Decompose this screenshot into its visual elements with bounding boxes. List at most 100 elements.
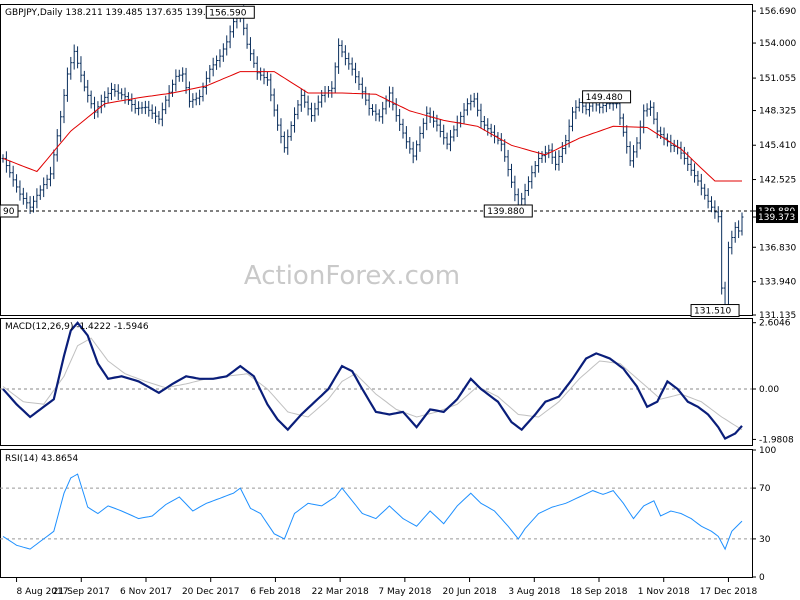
- price-bar: [265, 71, 269, 86]
- price-annotations: 156.590 149.480 139.880 131.510 90: [0, 5, 740, 318]
- price-bar: [248, 37, 252, 61]
- price-bar: [303, 89, 307, 108]
- price-bar: [245, 23, 249, 49]
- price-bar: [652, 102, 656, 125]
- price-bar: [130, 93, 134, 112]
- price-bar: [448, 129, 452, 152]
- price-bar: [157, 111, 161, 125]
- price-bar: [160, 102, 164, 127]
- price-bar: [357, 70, 361, 91]
- price-bar: [415, 140, 419, 161]
- price-bar: [513, 175, 517, 202]
- price-bar: [279, 118, 283, 144]
- price-bar: [703, 183, 707, 200]
- rsi-y-axis: 100 70 30 0: [752, 446, 776, 583]
- price-bar: [143, 100, 147, 115]
- price-bar: [62, 89, 66, 124]
- price-bar: [123, 87, 127, 104]
- price-bar: [116, 84, 120, 100]
- price-bar: [489, 123, 493, 138]
- price-bar: [262, 68, 266, 85]
- price-bar: [38, 185, 42, 200]
- price-tag-text: 139.373: [758, 213, 795, 223]
- rsi-level-lines: [0, 487, 752, 540]
- price-bar: [693, 163, 697, 183]
- price-bar: [42, 177, 46, 198]
- price-bar: [672, 139, 676, 152]
- price-bar: [137, 101, 141, 116]
- price-bar: [181, 67, 185, 82]
- price-bar: [543, 145, 547, 163]
- price-y-tick-label: 148.325: [759, 107, 796, 117]
- price-y-axis: 156.690 154.000 151.055 148.325 145.410 142.5…: [752, 7, 798, 321]
- macd-y-axis: 2.6046 0.00 -1.9808: [752, 319, 794, 445]
- price-bar: [276, 104, 280, 131]
- price-bar: [272, 88, 276, 117]
- price-bar: [252, 49, 256, 68]
- price-bar: [682, 146, 686, 165]
- price-bar: [445, 132, 449, 150]
- price-bar: [347, 52, 351, 70]
- price-bar: [191, 93, 195, 108]
- price-bar: [740, 212, 744, 236]
- annotation-text: 90: [3, 207, 15, 217]
- price-bar: [530, 165, 534, 189]
- price-bar: [48, 166, 52, 187]
- price-bar: [282, 131, 286, 153]
- price-bar: [632, 145, 636, 168]
- price-bar: [147, 100, 151, 117]
- price-bar: [232, 15, 236, 38]
- macd-signal-line: [2, 337, 743, 431]
- price-bar: [709, 196, 713, 213]
- price-bar: [228, 25, 232, 49]
- price-bar: [625, 125, 629, 154]
- price-bar: [737, 220, 741, 239]
- price-bar: [69, 56, 73, 80]
- macd-y-tick-label: -1.9808: [759, 435, 794, 445]
- price-bar: [150, 104, 154, 120]
- price-bar: [79, 56, 83, 83]
- rsi-panel: RSI(14) 43.8654 100 70 30 0: [0, 446, 776, 583]
- price-bar: [15, 174, 19, 193]
- price-bar: [299, 88, 303, 112]
- price-bar: [442, 124, 446, 145]
- price-bar: [398, 108, 402, 131]
- price-bar: [177, 69, 181, 82]
- x-tick-label: 21 Sep 2017: [53, 587, 110, 597]
- rsi-y-tick-label: 70: [759, 484, 771, 494]
- price-bar: [11, 165, 15, 187]
- price-bar: [574, 100, 578, 120]
- price-bar: [259, 67, 263, 81]
- x-tick-label: 1 Nov 2018: [638, 587, 690, 597]
- rsi-line: [2, 473, 743, 551]
- x-tick-label: 6 Nov 2017: [120, 587, 172, 597]
- price-bar: [713, 200, 717, 219]
- price-bar: [4, 151, 8, 173]
- price-bars: [1, 5, 744, 317]
- price-bar: [696, 170, 700, 186]
- price-bar: [367, 93, 371, 116]
- price-bar: [225, 35, 229, 56]
- price-bar: [65, 67, 69, 102]
- price-bar: [648, 100, 652, 116]
- price-bar: [506, 149, 510, 177]
- price-bar: [126, 92, 130, 105]
- price-bar: [296, 100, 300, 120]
- price-bar: [133, 99, 137, 114]
- price-bar: [170, 79, 174, 97]
- price-bar: [255, 56, 259, 80]
- annotation-box: [582, 90, 632, 104]
- price-panel-frame: [0, 4, 753, 316]
- price-bar: [377, 109, 381, 122]
- annotation-text: 139.880: [487, 207, 524, 217]
- x-tick-label: 7 May 2018: [378, 587, 431, 597]
- price-bar: [645, 103, 649, 117]
- price-bar: [584, 101, 588, 115]
- price-bar: [482, 115, 486, 131]
- price-bar: [699, 173, 703, 196]
- price-bar: [384, 95, 388, 115]
- price-bar: [72, 44, 76, 70]
- price-bar: [82, 70, 86, 92]
- price-y-tick-label: 133.940: [759, 278, 796, 288]
